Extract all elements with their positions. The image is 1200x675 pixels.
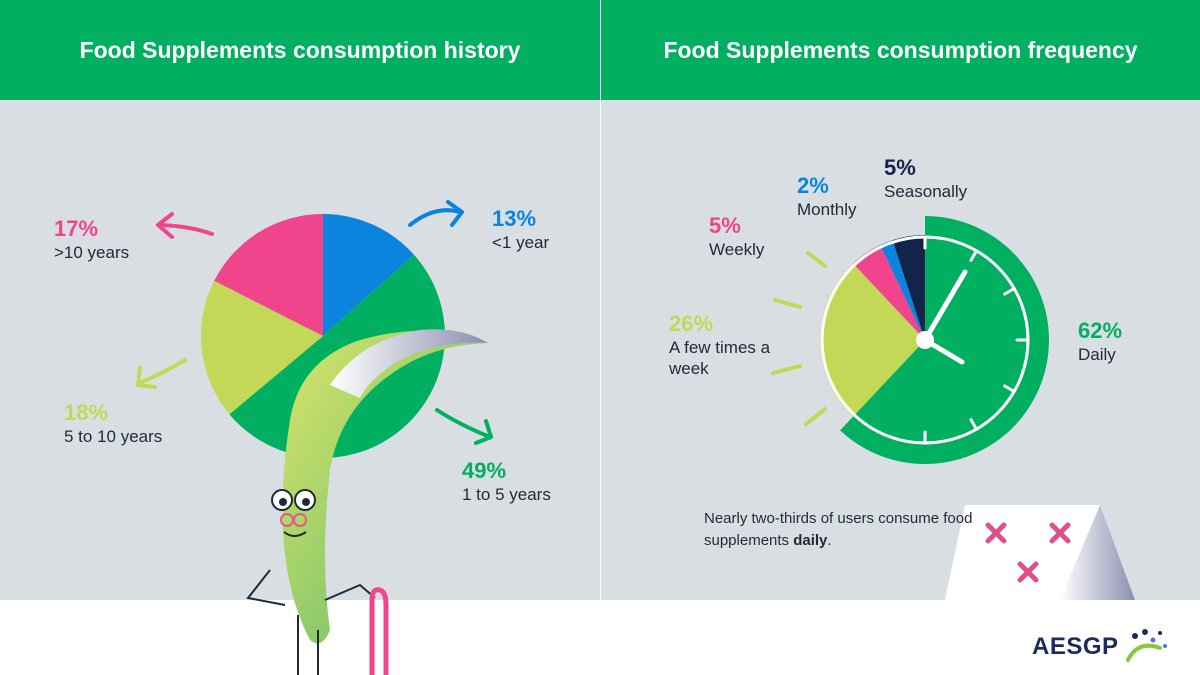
pie-slice-daily — [840, 216, 1050, 465]
banana-mascot-illustration — [246, 329, 488, 675]
pie-slice-weekly — [853, 244, 925, 340]
logo-mark-icon — [1126, 629, 1167, 662]
aesgp-logo: AESGP — [1032, 633, 1119, 660]
pct-monthly: 2% — [797, 173, 829, 198]
tent-illustration — [945, 505, 1135, 600]
pct-1to5: 49% — [462, 458, 507, 483]
pct-lt1: 13% — [492, 206, 537, 231]
pct-daily: 62% — [1078, 318, 1123, 343]
note-emphasis: daily — [793, 532, 828, 549]
pct-gt10: 17% — [54, 216, 99, 241]
note-end: . — [827, 532, 832, 549]
frequency-label-few-times: 26% A few times a week — [669, 311, 779, 379]
history-label-5to10: 18% 5 to 10 years — [64, 400, 162, 447]
clock-tick — [969, 249, 978, 262]
arrow-icon-49 — [435, 408, 493, 445]
label-5to10: 5 to 10 years — [64, 427, 163, 446]
history-label-gt10: 17% >10 years — [54, 216, 129, 263]
pie-slice-1-year — [323, 214, 415, 336]
arrow-icon-13 — [408, 200, 464, 227]
clock-tick — [1003, 287, 1016, 296]
frequency-pie — [819, 216, 1050, 465]
label-gt10: >10 years — [54, 243, 130, 262]
pie-slice-10-years — [214, 214, 323, 336]
note-text: Nearly two-thirds of users consume food … — [704, 510, 973, 549]
frequency-label-daily: 62% Daily — [1078, 318, 1122, 365]
history-label-1to5: 49% 1 to 5 years — [462, 458, 551, 505]
pie-slice-monthly — [880, 240, 925, 340]
arrow-icon-17 — [156, 212, 214, 239]
label-1to5: 1 to 5 years — [462, 485, 551, 504]
label-weekly: Weekly — [709, 240, 765, 259]
label-lt1: <1 year — [492, 233, 550, 252]
label-few-times: A few times a week — [669, 338, 771, 378]
pie-slice-seasonally — [892, 235, 925, 340]
clock-tick — [969, 418, 978, 431]
pct-weekly: 5% — [709, 213, 741, 238]
clock-tick — [1003, 384, 1016, 393]
summary-note: Nearly two-thirds of users consume food … — [704, 508, 1004, 552]
pct-seasonally: 5% — [884, 155, 916, 180]
frequency-label-weekly: 5% Weekly — [709, 213, 764, 260]
frequency-label-seasonally: 5% Seasonally — [884, 155, 967, 202]
pie-slice-5-to-10-years — [201, 280, 323, 415]
label-daily: Daily — [1078, 345, 1116, 364]
panel-divider — [600, 0, 601, 600]
pct-5to10: 18% — [64, 400, 109, 425]
history-label-lt1: 13% <1 year — [492, 206, 549, 253]
pct-few-times: 26% — [669, 311, 714, 336]
right-chart-title: Food Supplements consumption frequency — [601, 0, 1200, 100]
arrow-icon-18 — [136, 358, 187, 389]
pie-slice-a-few-times-a-week — [819, 263, 925, 417]
left-chart-title: Food Supplements consumption history — [0, 0, 600, 100]
label-seasonally: Seasonally — [884, 182, 968, 201]
label-monthly: Monthly — [797, 200, 857, 219]
frequency-clock — [771, 216, 1050, 465]
frequency-label-monthly: 2% Monthly — [797, 173, 857, 220]
